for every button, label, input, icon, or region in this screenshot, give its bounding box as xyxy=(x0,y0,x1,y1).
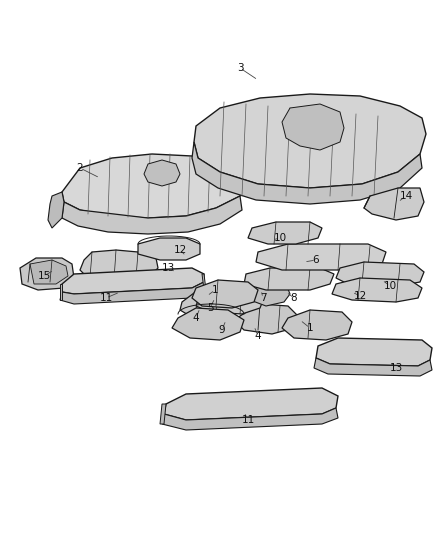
Polygon shape xyxy=(60,282,206,304)
Polygon shape xyxy=(62,154,246,218)
Polygon shape xyxy=(282,104,344,150)
Text: 4: 4 xyxy=(254,331,261,341)
Text: 13: 13 xyxy=(389,363,403,373)
Polygon shape xyxy=(164,388,338,420)
Polygon shape xyxy=(236,304,298,334)
Polygon shape xyxy=(62,196,242,234)
Polygon shape xyxy=(172,308,244,340)
Polygon shape xyxy=(246,282,290,306)
Text: 11: 11 xyxy=(99,293,113,303)
Polygon shape xyxy=(162,408,338,430)
Text: 1: 1 xyxy=(212,285,218,295)
Polygon shape xyxy=(192,142,422,204)
Polygon shape xyxy=(138,238,200,260)
Polygon shape xyxy=(80,250,158,280)
Text: 15: 15 xyxy=(37,271,51,281)
Text: 12: 12 xyxy=(173,245,187,255)
Polygon shape xyxy=(20,258,74,290)
Polygon shape xyxy=(160,404,166,424)
Polygon shape xyxy=(62,268,204,294)
Polygon shape xyxy=(196,288,264,314)
Polygon shape xyxy=(202,274,206,290)
Polygon shape xyxy=(364,188,424,220)
Polygon shape xyxy=(180,290,240,318)
Text: 7: 7 xyxy=(260,293,266,303)
Polygon shape xyxy=(194,94,426,188)
Text: 11: 11 xyxy=(241,415,254,425)
Text: 12: 12 xyxy=(353,291,367,301)
Text: 14: 14 xyxy=(399,191,413,201)
Text: 3: 3 xyxy=(237,63,244,73)
Polygon shape xyxy=(316,338,432,366)
Text: 5: 5 xyxy=(207,303,213,313)
Text: 8: 8 xyxy=(291,293,297,303)
Polygon shape xyxy=(332,278,422,302)
Polygon shape xyxy=(30,260,68,284)
Text: 2: 2 xyxy=(77,163,83,173)
Polygon shape xyxy=(336,262,424,286)
Polygon shape xyxy=(256,244,386,270)
Polygon shape xyxy=(192,280,258,308)
Text: 6: 6 xyxy=(313,255,319,265)
Polygon shape xyxy=(248,222,322,244)
Polygon shape xyxy=(282,310,352,340)
Polygon shape xyxy=(244,268,334,290)
Polygon shape xyxy=(144,160,180,186)
Polygon shape xyxy=(48,192,64,228)
Text: 10: 10 xyxy=(383,281,396,291)
Text: 10: 10 xyxy=(273,233,286,243)
Text: 9: 9 xyxy=(219,325,225,335)
Text: 4: 4 xyxy=(193,313,199,323)
Text: 1: 1 xyxy=(307,323,313,333)
Polygon shape xyxy=(314,358,432,376)
Text: 13: 13 xyxy=(161,263,175,273)
Polygon shape xyxy=(60,284,62,300)
